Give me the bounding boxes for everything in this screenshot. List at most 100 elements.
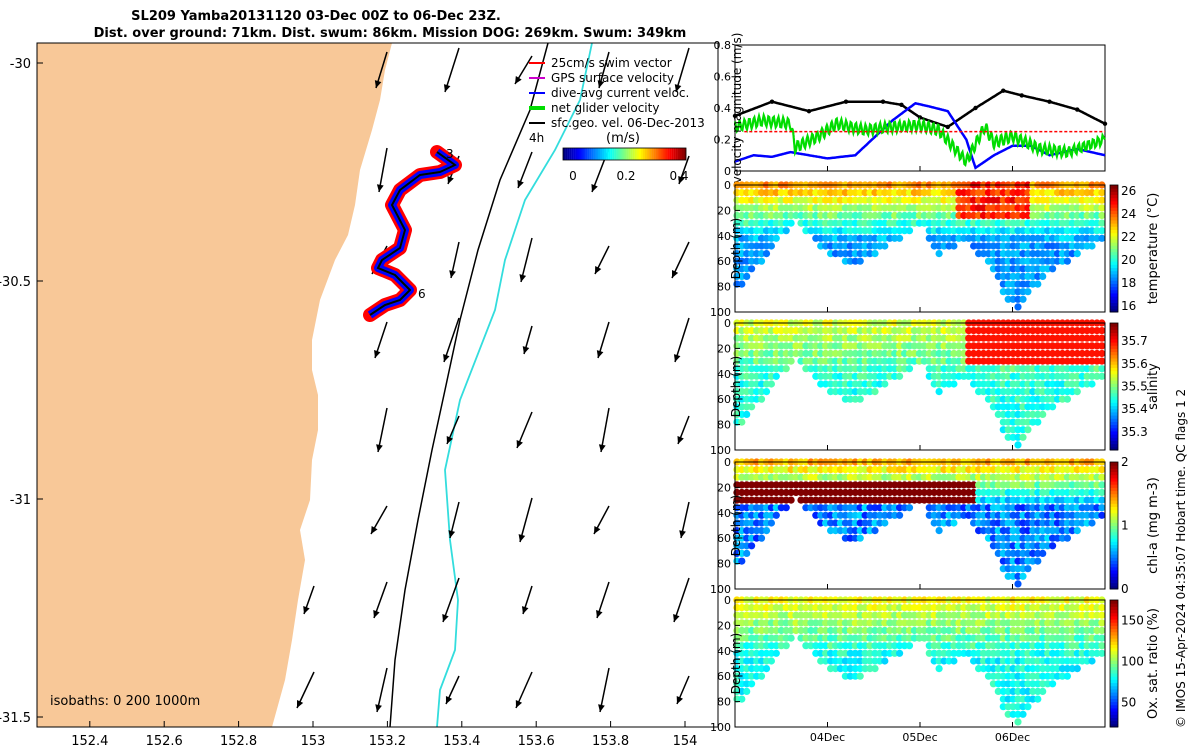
heatmap-sample xyxy=(1014,303,1022,311)
heatmap-sample xyxy=(802,496,810,504)
heatmap-sample xyxy=(866,327,874,335)
heatmap-sample xyxy=(1029,604,1037,612)
heatmap-sample xyxy=(935,665,943,673)
heatmap-sample xyxy=(787,634,795,642)
heatmap-sample xyxy=(994,642,1002,650)
heatmap-sample xyxy=(1019,295,1027,303)
glider-track xyxy=(369,151,457,316)
colorbar-cell xyxy=(667,148,670,160)
heatmap-sample xyxy=(940,234,948,242)
heatmap-sample xyxy=(994,634,1002,642)
heatmap-sample xyxy=(856,672,864,680)
colorbar-cell xyxy=(1110,512,1118,517)
heatmap-sample xyxy=(822,219,830,227)
heatmap-sample xyxy=(970,189,978,197)
heatmap-sample xyxy=(910,626,919,635)
colorbar-cell xyxy=(1110,682,1118,687)
heatmap-sample xyxy=(1098,634,1106,642)
heatmap-sample xyxy=(1068,349,1076,358)
heatmap-sample xyxy=(979,519,988,527)
colorbar-tick: 0 xyxy=(569,169,577,183)
heatmap-sample xyxy=(757,242,766,250)
heatmap-sample xyxy=(1039,680,1047,688)
heatmap-sample xyxy=(1058,250,1066,258)
heatmap-sample xyxy=(1039,604,1047,612)
heatmap-sample xyxy=(979,511,988,519)
colorbar-cell xyxy=(569,148,572,160)
heatmap-sample xyxy=(905,504,914,512)
heatmap-sample xyxy=(940,511,948,519)
heatmap-sample xyxy=(1068,227,1076,235)
heatmap-ytick-label: 0 xyxy=(724,456,731,469)
heatmap-sample xyxy=(1039,549,1047,558)
heatmap-sample xyxy=(757,619,766,627)
heatmap-sample xyxy=(1029,403,1037,411)
heatmap-sample xyxy=(772,227,780,235)
heatmap-sample xyxy=(1058,327,1066,335)
heatmap-sample xyxy=(994,349,1002,358)
colorbar-cell xyxy=(1110,329,1118,334)
heatmap-panel-1 xyxy=(733,181,1119,313)
heatmap-sample xyxy=(979,357,988,365)
heatmap-sample xyxy=(748,388,756,396)
colorbar-cell xyxy=(665,148,668,160)
heatmap-sample xyxy=(994,672,1002,680)
heatmap-sample xyxy=(1088,619,1096,627)
heatmap-sample xyxy=(1039,357,1047,365)
heatmap-sample xyxy=(802,189,810,197)
heatmap-sample xyxy=(757,250,766,258)
heatmap-sample xyxy=(757,257,766,265)
heatmap-sample xyxy=(1039,227,1047,235)
heatmap-sample xyxy=(950,466,958,474)
heatmap-colorbar-label: salinity xyxy=(1146,363,1161,410)
heatmap-sample xyxy=(920,334,928,342)
heatmap-sample xyxy=(1068,504,1076,512)
heatmap-sample xyxy=(1029,204,1037,212)
heatmap-sample xyxy=(866,488,874,497)
heatmap-sample xyxy=(920,604,928,612)
heatmap-sample xyxy=(1068,189,1076,197)
heatmap-sample xyxy=(772,196,780,204)
heatmap-sample xyxy=(950,611,958,619)
heatmap-sample xyxy=(1049,265,1057,273)
colorbar-cell xyxy=(640,148,644,160)
heatmap-sample xyxy=(1039,496,1047,504)
heatmap-sample xyxy=(846,234,854,242)
heatmap-sample xyxy=(1014,703,1022,711)
heatmap-sample xyxy=(1014,496,1022,504)
heatmap-sample xyxy=(1014,334,1022,342)
heatmap-sample xyxy=(1029,611,1037,619)
heatmap-sample xyxy=(772,473,780,481)
heatmap-sample xyxy=(1058,634,1066,642)
heatmap-sample xyxy=(802,504,810,512)
current-arrow-head xyxy=(679,530,686,538)
colorbar-cell xyxy=(1110,679,1118,684)
heatmap-sample xyxy=(772,488,780,497)
heatmap-sample xyxy=(846,519,854,527)
heatmap-sample xyxy=(1039,511,1047,519)
heatmap-sample xyxy=(1014,657,1022,665)
heatmap-sample xyxy=(1029,672,1037,680)
colorbar-cell xyxy=(653,148,656,160)
heatmap-colorbar-tick: 16 xyxy=(1121,299,1136,313)
colorbar-cell xyxy=(1110,647,1118,652)
heatmap-sample xyxy=(1039,365,1047,373)
heatmap-sample xyxy=(1029,519,1037,527)
heatmap-sample xyxy=(836,380,845,388)
colorbar-cell xyxy=(567,148,570,160)
heatmap-ytick-label: 100 xyxy=(710,306,731,319)
heatmap-sample xyxy=(910,342,919,350)
heatmap-sample xyxy=(950,380,958,388)
colorbar-cell xyxy=(1110,216,1118,221)
heatmap-sample xyxy=(1039,665,1047,673)
heatmap-sample xyxy=(846,342,854,350)
heatmap-sample xyxy=(792,488,800,497)
colorbar-cell xyxy=(630,148,633,160)
heatmap-ytick-label: 80 xyxy=(717,281,731,294)
heatmap-sample xyxy=(1029,649,1037,657)
heatmap-sample xyxy=(1058,242,1066,250)
heatmap-sample xyxy=(1034,418,1042,426)
heatmap-sample xyxy=(1039,189,1047,197)
heatmap-sample xyxy=(1014,227,1022,235)
heatmap-sample xyxy=(1029,388,1037,396)
